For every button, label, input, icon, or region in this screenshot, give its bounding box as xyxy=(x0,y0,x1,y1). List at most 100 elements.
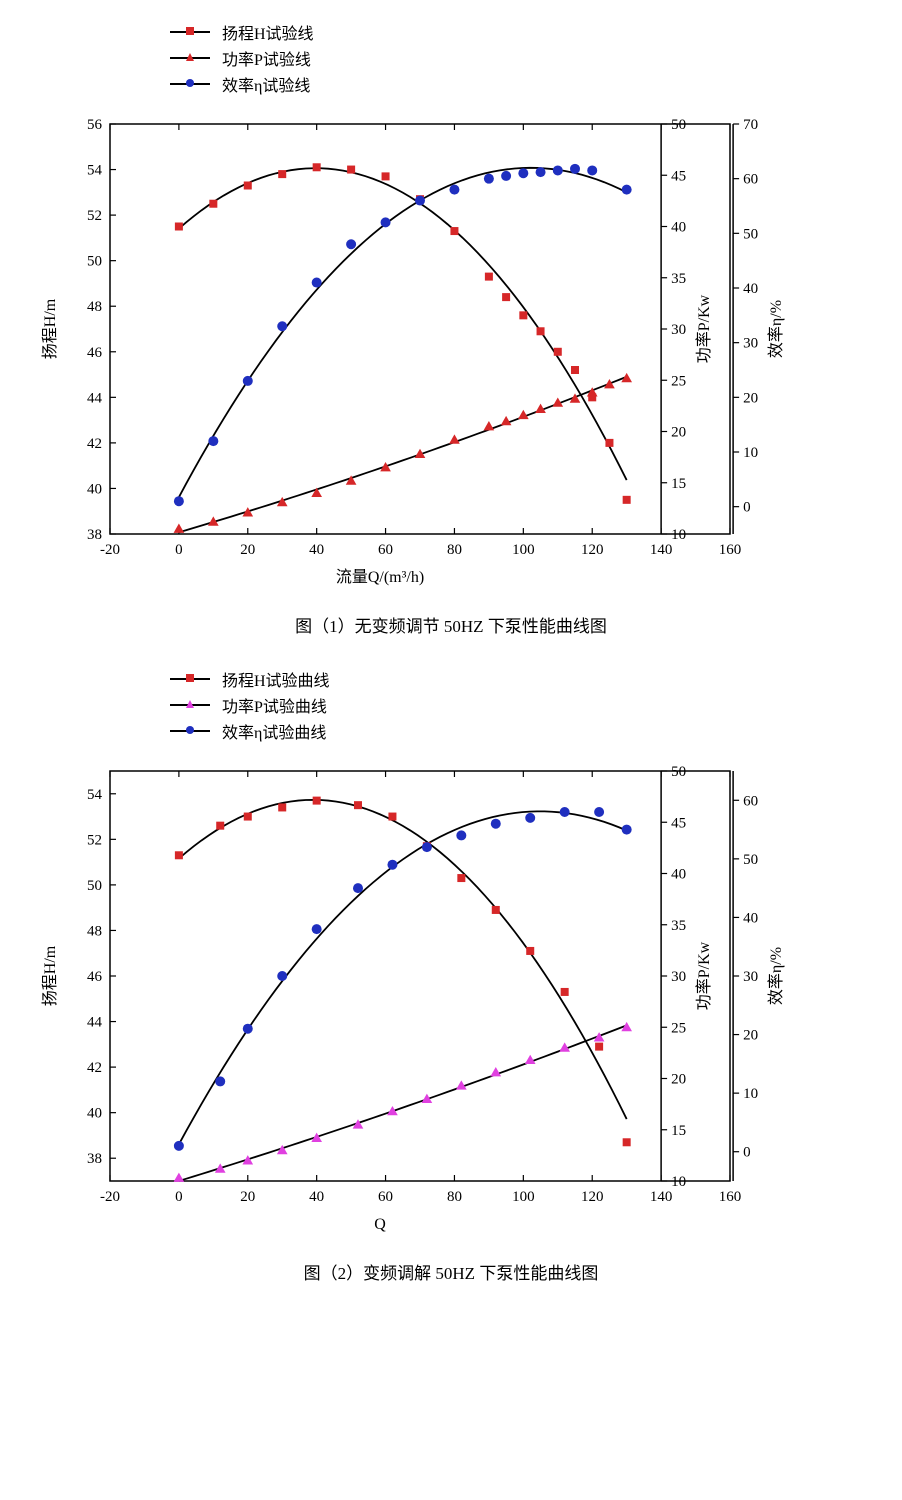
svg-text:10: 10 xyxy=(743,1086,758,1102)
legend-item: 扬程H试验曲线 xyxy=(170,667,872,691)
svg-text:效率η/%: 效率η/% xyxy=(767,300,785,358)
legend-item: 效率η试验线 xyxy=(170,72,872,96)
circle-icon xyxy=(185,75,195,93)
legend-label: 扬程H试验曲线 xyxy=(222,667,330,691)
chart-1-caption: 图（1）无变频调节 50HZ 下泵性能曲线图 xyxy=(30,612,872,637)
svg-text:60: 60 xyxy=(743,793,758,809)
svg-text:10: 10 xyxy=(671,527,686,543)
triangle-icon xyxy=(185,696,195,714)
svg-text:-20: -20 xyxy=(100,542,120,558)
svg-text:25: 25 xyxy=(671,1020,686,1036)
chart-2-legend: 扬程H试验曲线 功率P试验曲线 效率η试验曲线 xyxy=(170,667,872,743)
svg-text:扬程H/m: 扬程H/m xyxy=(41,945,59,1006)
svg-text:44: 44 xyxy=(87,1015,103,1031)
svg-text:30: 30 xyxy=(671,969,686,985)
svg-text:0: 0 xyxy=(175,542,183,558)
svg-text:42: 42 xyxy=(87,1060,102,1076)
svg-text:38: 38 xyxy=(87,1151,102,1167)
svg-text:20: 20 xyxy=(743,390,758,406)
svg-text:20: 20 xyxy=(671,1072,686,1088)
svg-text:20: 20 xyxy=(240,542,255,558)
svg-text:80: 80 xyxy=(447,542,462,558)
svg-text:50: 50 xyxy=(87,254,102,270)
svg-text:60: 60 xyxy=(743,172,758,188)
svg-text:52: 52 xyxy=(87,208,102,224)
svg-text:45: 45 xyxy=(671,168,686,184)
legend-item: 功率P试验曲线 xyxy=(170,693,872,717)
svg-text:60: 60 xyxy=(378,542,393,558)
legend-label: 扬程H试验线 xyxy=(222,20,314,44)
svg-text:30: 30 xyxy=(671,322,686,338)
svg-text:35: 35 xyxy=(671,918,686,934)
svg-text:10: 10 xyxy=(671,1174,686,1190)
svg-text:30: 30 xyxy=(743,969,758,985)
svg-text:42: 42 xyxy=(87,436,102,452)
chart-1: 扬程H试验线 功率P试验线 效率η试验线 -200204060801001201… xyxy=(30,20,872,637)
chart-1-legend: 扬程H试验线 功率P试验线 效率η试验线 xyxy=(170,20,872,96)
svg-text:0: 0 xyxy=(743,500,751,516)
circle-icon xyxy=(185,722,195,740)
svg-text:40: 40 xyxy=(87,1106,102,1122)
svg-text:效率η/%: 效率η/% xyxy=(767,947,785,1005)
chart-2-plot: -200204060801001201401603840424446485052… xyxy=(30,751,870,1241)
svg-text:40: 40 xyxy=(671,867,686,883)
svg-text:140: 140 xyxy=(650,542,673,558)
svg-text:60: 60 xyxy=(378,1189,393,1205)
legend-label: 效率η试验曲线 xyxy=(222,719,326,743)
svg-text:50: 50 xyxy=(743,852,758,868)
svg-text:流量Q/(m³/h): 流量Q/(m³/h) xyxy=(336,568,424,586)
svg-text:56: 56 xyxy=(87,117,103,133)
legend-item: 功率P试验线 xyxy=(170,46,872,70)
svg-text:20: 20 xyxy=(671,425,686,441)
svg-text:-20: -20 xyxy=(100,1189,120,1205)
svg-text:52: 52 xyxy=(87,832,102,848)
svg-text:15: 15 xyxy=(671,476,686,492)
triangle-icon xyxy=(185,49,195,67)
legend-item: 效率η试验曲线 xyxy=(170,719,872,743)
svg-text:30: 30 xyxy=(743,336,758,352)
svg-text:44: 44 xyxy=(87,390,103,406)
svg-text:70: 70 xyxy=(743,117,758,133)
svg-text:160: 160 xyxy=(719,1189,742,1205)
svg-text:46: 46 xyxy=(87,969,103,985)
svg-text:45: 45 xyxy=(671,815,686,831)
svg-text:功率P/Kw: 功率P/Kw xyxy=(695,294,713,363)
legend-item: 扬程H试验线 xyxy=(170,20,872,44)
svg-text:10: 10 xyxy=(743,445,758,461)
svg-text:40: 40 xyxy=(87,481,102,497)
svg-text:25: 25 xyxy=(671,373,686,389)
svg-text:40: 40 xyxy=(743,281,758,297)
svg-text:40: 40 xyxy=(743,910,758,926)
svg-text:120: 120 xyxy=(581,1189,604,1205)
svg-text:120: 120 xyxy=(581,542,604,558)
svg-text:80: 80 xyxy=(447,1189,462,1205)
legend-label: 功率P试验曲线 xyxy=(222,693,327,717)
svg-text:20: 20 xyxy=(240,1189,255,1205)
square-icon xyxy=(185,23,195,41)
svg-text:100: 100 xyxy=(512,1189,535,1205)
chart-2: 扬程H试验曲线 功率P试验曲线 效率η试验曲线 -200204060801001… xyxy=(30,667,872,1284)
svg-text:20: 20 xyxy=(743,1028,758,1044)
svg-text:48: 48 xyxy=(87,923,102,939)
svg-text:功率P/Kw: 功率P/Kw xyxy=(695,941,713,1010)
svg-text:160: 160 xyxy=(719,542,742,558)
chart-2-caption: 图（2）变频调解 50HZ 下泵性能曲线图 xyxy=(30,1259,872,1284)
svg-text:54: 54 xyxy=(87,163,103,179)
svg-text:0: 0 xyxy=(743,1145,751,1161)
svg-text:40: 40 xyxy=(309,1189,324,1205)
legend-label: 效率η试验线 xyxy=(222,72,310,96)
svg-text:50: 50 xyxy=(743,226,758,242)
svg-text:46: 46 xyxy=(87,345,103,361)
svg-text:50: 50 xyxy=(671,117,686,133)
svg-text:扬程H/m: 扬程H/m xyxy=(41,298,59,359)
svg-text:50: 50 xyxy=(671,764,686,780)
chart-1-plot: -200204060801001201401603840424446485052… xyxy=(30,104,870,594)
svg-text:0: 0 xyxy=(175,1189,183,1205)
svg-text:35: 35 xyxy=(671,271,686,287)
svg-text:38: 38 xyxy=(87,527,102,543)
square-icon xyxy=(185,670,195,688)
svg-text:50: 50 xyxy=(87,878,102,894)
svg-text:140: 140 xyxy=(650,1189,673,1205)
svg-text:54: 54 xyxy=(87,787,103,803)
svg-text:15: 15 xyxy=(671,1123,686,1139)
